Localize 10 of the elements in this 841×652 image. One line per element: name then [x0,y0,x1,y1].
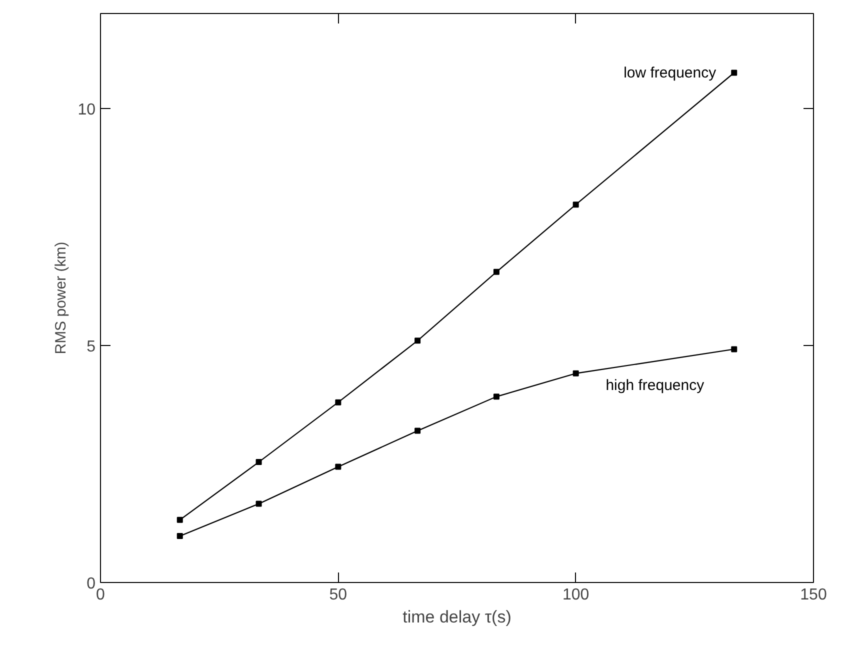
x-axis-title: time delay τ(s) [402,608,512,626]
y-tick-label: 0 [86,576,96,592]
y-tick-label: 10 [78,101,96,118]
x-tick-label: 150 [800,586,827,604]
series-label: low frequency [624,64,717,82]
series-label: high frequency [606,377,705,394]
x-tick-label: 50 [329,586,348,604]
x-tick-label: 100 [562,586,590,604]
y-axis-title: RMS power (km) [52,242,70,354]
y-tick-label: 5 [86,338,96,356]
